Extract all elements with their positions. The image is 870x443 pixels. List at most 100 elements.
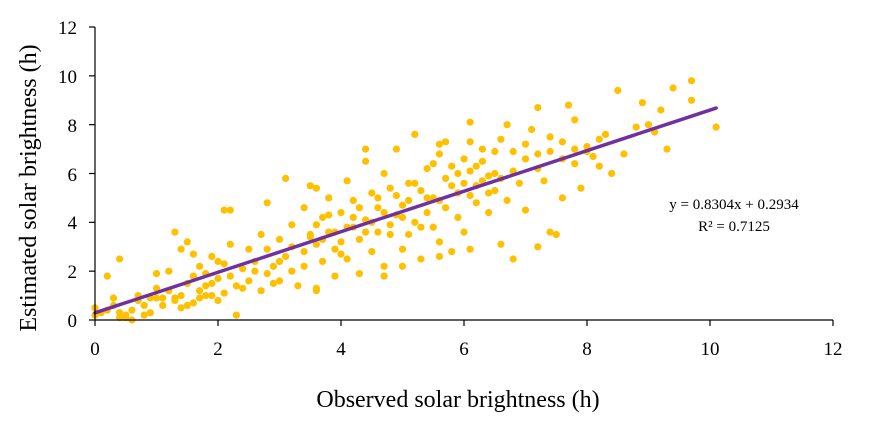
data-point	[146, 309, 154, 317]
data-point	[269, 279, 277, 287]
r-squared-label: R² = 0.7125	[698, 219, 770, 235]
data-point	[386, 184, 394, 192]
data-point	[337, 238, 345, 246]
data-point	[343, 255, 351, 263]
y-tick-label: 10	[58, 67, 77, 88]
data-point	[220, 289, 228, 297]
x-ticks	[94, 320, 834, 326]
data-point	[140, 301, 148, 309]
data-point	[405, 196, 413, 204]
data-point	[460, 155, 468, 163]
data-point	[454, 213, 462, 221]
data-point	[454, 169, 462, 178]
data-point	[374, 194, 382, 202]
data-point	[269, 262, 277, 270]
data-point	[380, 209, 388, 217]
data-point	[251, 267, 259, 275]
data-point	[159, 294, 167, 302]
data-point	[196, 287, 204, 295]
data-point	[208, 252, 216, 261]
data-point	[466, 118, 474, 126]
data-point	[202, 282, 210, 290]
data-point	[687, 77, 696, 85]
data-point	[171, 228, 179, 236]
data-point	[152, 294, 161, 302]
x-tick-label: 6	[459, 339, 469, 360]
data-point	[374, 228, 382, 236]
data-point	[491, 147, 499, 156]
data-point	[245, 277, 253, 285]
data-point	[140, 311, 148, 319]
data-point	[349, 213, 357, 221]
data-point	[300, 204, 308, 212]
data-point	[657, 106, 665, 114]
trendline	[93, 106, 718, 315]
data-point	[239, 284, 247, 292]
data-point	[152, 270, 161, 278]
data-point	[546, 147, 554, 156]
data-point	[448, 182, 456, 190]
data-point	[485, 189, 493, 197]
data-point	[380, 262, 388, 270]
data-point	[392, 191, 400, 200]
data-point	[503, 121, 511, 129]
data-point	[331, 245, 339, 253]
data-point	[466, 245, 474, 253]
data-point	[546, 133, 554, 141]
data-point	[263, 245, 271, 253]
data-point	[177, 304, 185, 312]
data-point	[448, 162, 456, 170]
data-point	[380, 169, 388, 178]
data-point	[392, 145, 400, 153]
data-point	[497, 240, 505, 248]
data-point	[103, 272, 111, 280]
data-point	[638, 99, 647, 107]
y-tick-labels: 0 2 4 6 8 10 12	[58, 18, 78, 332]
y-tick-label: 8	[68, 116, 78, 137]
data-point	[362, 157, 370, 165]
data-point	[355, 270, 363, 278]
x-tick-label: 4	[336, 339, 346, 360]
x-tick-label: 12	[824, 339, 843, 360]
x-tick-label: 10	[701, 339, 720, 360]
data-point	[466, 138, 474, 146]
data-point	[466, 191, 474, 200]
data-point	[312, 184, 320, 192]
data-point	[189, 272, 197, 280]
data-point	[300, 248, 308, 256]
data-point	[159, 301, 167, 309]
data-point	[306, 182, 314, 190]
data-point	[257, 287, 265, 295]
data-point	[478, 145, 486, 153]
data-point	[312, 240, 320, 248]
data-point	[644, 121, 653, 129]
data-point	[405, 179, 413, 187]
data-point	[571, 116, 579, 124]
data-point	[300, 262, 308, 270]
data-point	[417, 187, 425, 195]
data-point	[614, 86, 622, 95]
data-point	[491, 187, 499, 195]
data-point	[177, 245, 185, 253]
data-point	[152, 284, 161, 292]
data-point	[515, 179, 524, 187]
data-point	[712, 123, 720, 131]
data-point	[632, 123, 640, 131]
data-point	[337, 250, 345, 258]
data-point	[509, 147, 517, 156]
data-point	[472, 199, 480, 207]
data-point	[183, 301, 191, 309]
data-point	[534, 150, 542, 158]
data-point	[312, 221, 320, 229]
data-point	[405, 230, 413, 239]
data-point	[398, 201, 407, 209]
data-point	[521, 140, 530, 148]
data-point	[485, 172, 493, 180]
data-point	[319, 213, 327, 221]
data-point	[232, 311, 240, 319]
data-point	[423, 194, 431, 202]
data-point	[226, 272, 234, 280]
trendline-equation: y = 0.8304x + 0.2934	[669, 197, 799, 213]
data-point	[595, 162, 603, 170]
data-point	[275, 235, 284, 243]
